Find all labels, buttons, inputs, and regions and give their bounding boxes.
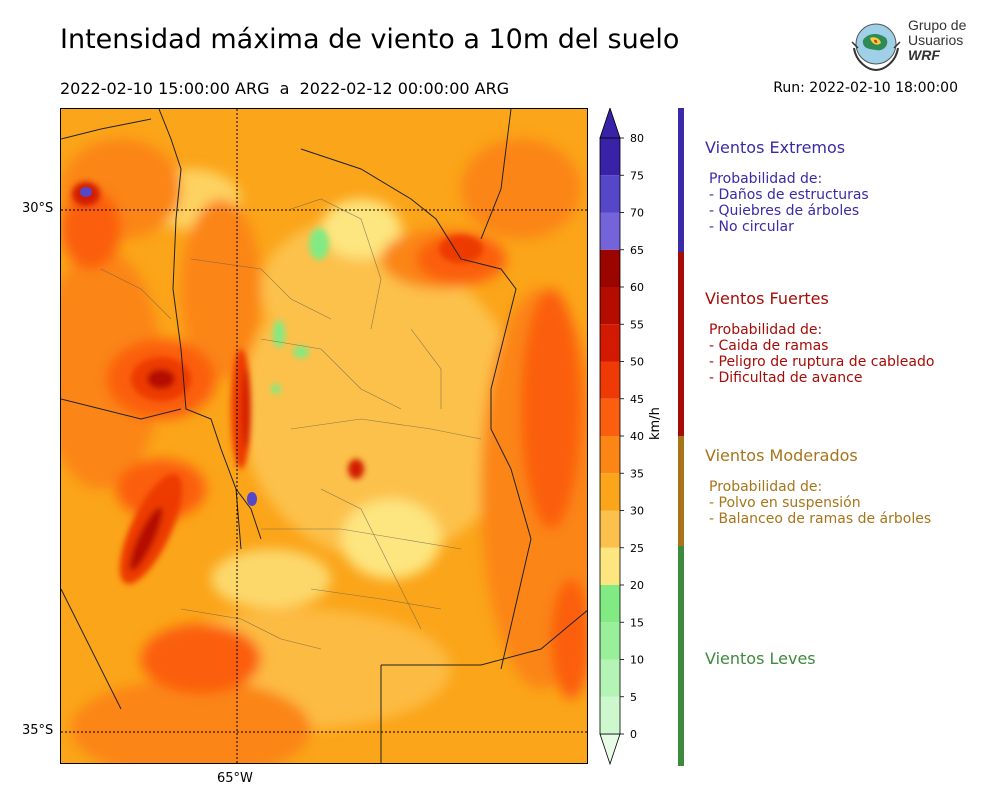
colorbar-segment [600,361,620,399]
legend-moderados: Vientos Moderados Probabilidad de: - Pol… [705,446,931,527]
colorbar-tick-label: 30 [630,505,644,518]
cat-bar-extremos [678,108,684,252]
legend-extremos: Vientos Extremos Probabilidad de: - Daño… [705,138,869,235]
legend-fuertes-title: Vientos Fuertes [705,289,829,308]
colorbar-segment [600,249,620,287]
colorbar-tick-label: 25 [630,542,644,555]
forecast-period: 2022-02-10 15:00:00 ARG a 2022-02-12 00:… [60,79,510,98]
globe-icon [851,23,901,72]
colorbar-tick-label: 20 [630,579,644,592]
colorbar-tick-label: 5 [630,691,637,704]
colorbar-extend-high [599,108,621,139]
legend-leves: Vientos Leves [705,649,816,668]
colorbar-tick-label: 0 [630,728,637,741]
colorbar-segment [600,324,620,362]
colorbar-tick-label: 50 [630,356,644,369]
colorbar-unit: km/h [648,407,663,440]
legend-moderados-item: - Polvo en suspensión [709,495,861,511]
colorbar-segment [600,585,620,623]
cat-bar-fuertes [678,252,684,436]
lat-label-30s: 30°S [22,201,54,216]
colorbar-segment [600,287,620,325]
legend-fuertes-desc-title: Probabilidad de: [709,322,823,338]
cat-bar-leves [678,546,684,766]
colorbar-tick-label: 55 [630,318,644,331]
colorbar-tick-label: 60 [630,281,644,294]
colorbar-tick-label: 75 [630,169,644,182]
legend-leves-title: Vientos Leves [705,649,816,668]
colorbar-segment [600,436,620,474]
legend-extremos-desc-title: Probabilidad de: [709,171,823,187]
colorbar-tick-label: 10 [630,654,644,667]
colorbar-segment [600,547,620,585]
logo-line-3: WRF [908,47,940,63]
logo-line-2: Usuarios [908,32,964,48]
wrf-logo: Grupo de Usuarios WRF [848,18,968,72]
colorbar-segment [600,659,620,697]
colorbar-tick-label: 80 [630,132,644,145]
legend-fuertes: Vientos Fuertes Probabilidad de: - Caida… [705,289,934,386]
colorbar-segment [600,622,620,660]
legend-extremos-item: - Daños de estructuras [709,187,869,203]
colorbar-segment [600,398,620,436]
legend-extremos-title: Vientos Extremos [705,138,846,157]
lon-label-65w: 65°W [217,771,253,786]
colorbar-extend-low [599,733,621,766]
colorbar-tick-label: 70 [630,207,644,220]
cat-bar-moderados [678,436,684,546]
colorbar-tick-label: 35 [630,467,644,480]
legend-moderados-desc-title: Probabilidad de: [709,479,823,495]
colorbar-segment [600,175,620,213]
legend-moderados-item: - Balanceo de ramas de árboles [709,511,932,527]
colorbar-tick-label: 45 [630,393,644,406]
map-title: Intensidad máxima de viento a 10m del su… [60,24,680,55]
legend-extremos-item: - No circular [709,219,794,235]
legend-fuertes-item: - Peligro de ruptura de cableado [709,354,935,370]
wind-field [61,109,587,763]
colorbar-tick-label: 65 [630,244,644,257]
colorbar-tick-label: 15 [630,616,644,629]
run-timestamp: Run: 2022-02-10 18:00:00 [773,80,958,96]
colorbar: 0 5 10 15 20 25 30 35 40 45 50 55 60 65 70 75 80 [599,108,644,766]
wind-map [60,108,588,764]
colorbar-segment [600,212,620,250]
legend-fuertes-item: - Caida de ramas [709,338,829,354]
colorbar-segment [600,510,620,548]
colorbar-tick-label: 40 [630,430,644,443]
legend-extremos-item: - Quiebres de árboles [709,203,860,219]
logo-line-1: Grupo de [908,17,967,33]
colorbar-segment [600,696,620,734]
lat-label-35s: 35°S [22,723,54,738]
colorbar-segment [600,473,620,511]
legend-moderados-title: Vientos Moderados [705,446,858,465]
colorbar-segment [600,138,620,176]
legend-fuertes-item: - Dificultad de avance [709,370,863,386]
